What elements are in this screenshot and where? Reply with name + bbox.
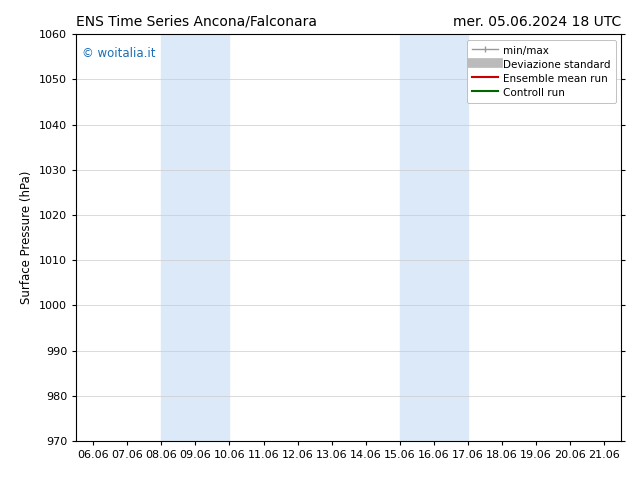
Legend: min/max, Deviazione standard, Ensemble mean run, Controll run: min/max, Deviazione standard, Ensemble m… — [467, 40, 616, 103]
Text: © woitalia.it: © woitalia.it — [82, 47, 155, 59]
Text: ENS Time Series Ancona/Falconara: ENS Time Series Ancona/Falconara — [76, 15, 317, 29]
Text: mer. 05.06.2024 18 UTC: mer. 05.06.2024 18 UTC — [453, 15, 621, 29]
Bar — [400, 34, 468, 441]
Y-axis label: Surface Pressure (hPa): Surface Pressure (hPa) — [20, 171, 34, 304]
Bar — [161, 34, 230, 441]
